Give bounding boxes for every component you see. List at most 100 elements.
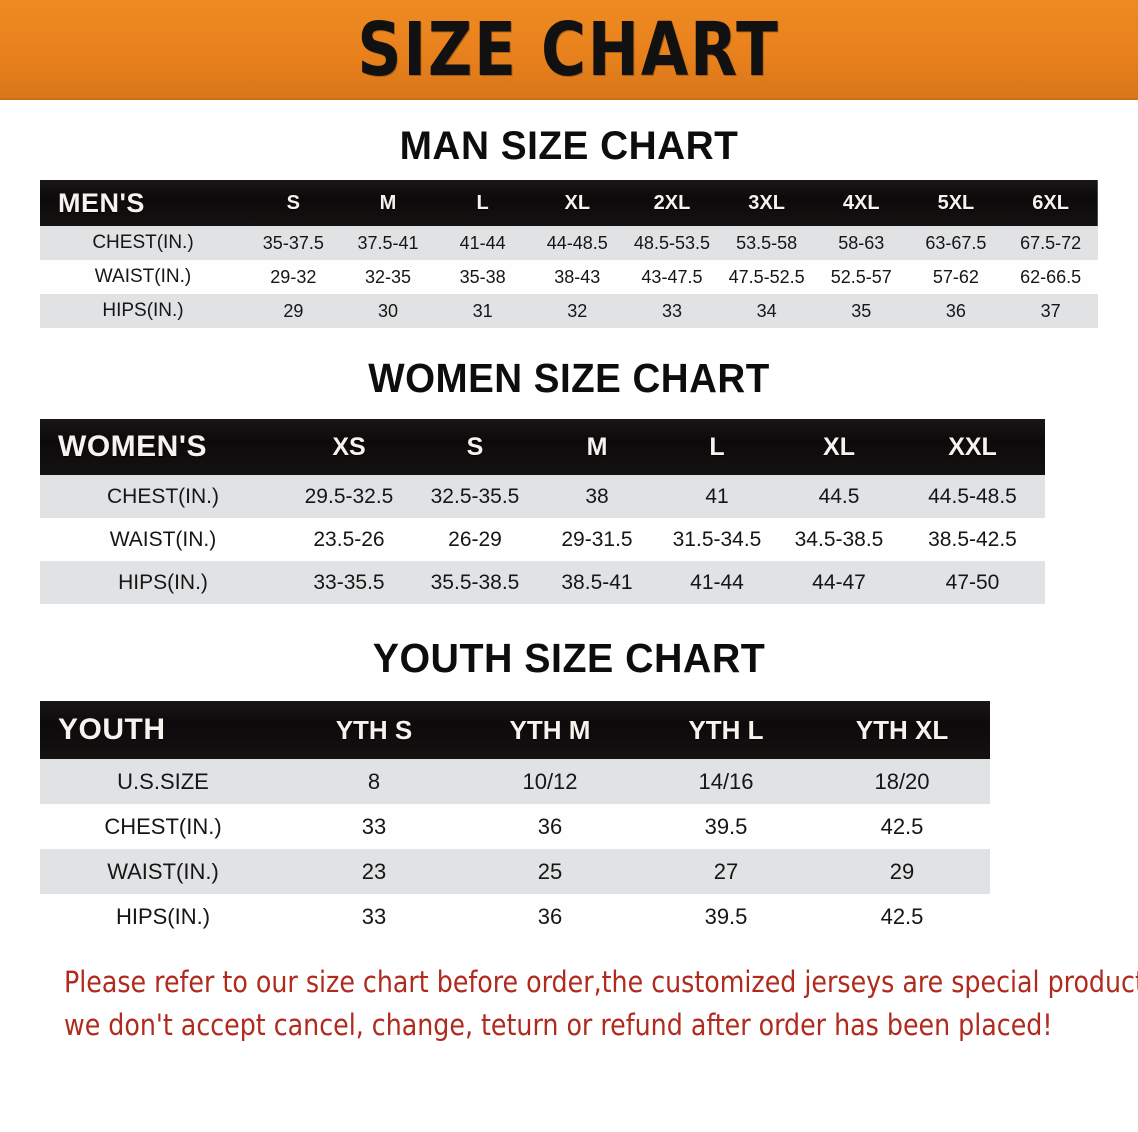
man-cell-2-6: 35 [813, 294, 909, 328]
man-cell-0-6: 58-63 [813, 226, 909, 260]
women-cell-2-0: 33-35.5 [286, 561, 412, 604]
women-header-filler [1045, 419, 1116, 475]
women-section-title: WOMEN SIZE CHART [368, 355, 770, 401]
youth-col-header-2: YTH L [688, 714, 764, 745]
youth-cell-0-2: 14/16 [638, 759, 814, 804]
youth-header-label: YOUTH [58, 713, 166, 746]
man-section-title: MAN SIZE CHART [399, 124, 739, 168]
youth-cell-1-3: 42.5 [814, 804, 990, 849]
youth-cell-3-0: 33 [286, 894, 462, 939]
man-cell-2-7: 36 [908, 294, 1004, 328]
man-cell-1-4: 43-47.5 [624, 260, 720, 294]
youth-row-label-0: U.S.SIZE [40, 759, 286, 804]
women-cell-1-0: 23.5-26 [286, 518, 412, 561]
women-header-label: WOMEN'S [58, 430, 207, 463]
man-cell-1-5: 47.5-52.5 [719, 260, 814, 294]
man-cell-1-2: 35-38 [435, 260, 530, 294]
man-col-header-8: 6XL [1032, 191, 1069, 214]
youth-table-head: YOUTH YTH S YTH M YTH L YTH XL [40, 701, 1116, 759]
man-cell-1-8: 62-66.5 [1003, 260, 1098, 294]
man-cell-0-5: 53.5-58 [719, 226, 814, 260]
youth-cell-0-1: 10/12 [462, 759, 638, 804]
man-cell-0-1: 37.5-41 [340, 226, 436, 260]
women-col-header-0: XS [332, 432, 366, 461]
youth-cell-2-1: 25 [462, 849, 638, 894]
women-cell-0-0: 29.5-32.5 [286, 475, 412, 518]
women-col-header-1: S [466, 432, 484, 461]
women-row-filler-2 [1045, 561, 1116, 604]
man-col-header-3: XL [564, 191, 591, 214]
women-cell-1-4: 34.5-38.5 [778, 518, 900, 561]
women-cell-1-2: 29-31.5 [538, 518, 656, 561]
women-cell-2-2: 38.5-41 [538, 561, 656, 604]
women-row-label-1: WAIST(IN.) [40, 518, 286, 561]
man-cell-0-0: 35-37.5 [246, 226, 341, 260]
youth-table-body: U.S.SIZE 8 10/12 14/16 18/20 CHEST(IN.) … [40, 759, 1116, 939]
table-row: CHEST(IN.) 35-37.5 37.5-41 41-44 44-48.5… [40, 226, 1098, 260]
women-row-filler-1 [1045, 518, 1116, 561]
youth-col-header-3: YTH XL [855, 714, 949, 745]
man-col-header-1: M [379, 191, 397, 214]
man-col-header-0: S [286, 191, 300, 214]
youth-row-filler-1 [990, 804, 1116, 849]
youth-row-label-2: WAIST(IN.) [40, 849, 286, 894]
disclaimer-line-1: Please refer to our size chart before or… [64, 965, 1138, 999]
man-cell-0-2: 41-44 [435, 226, 530, 260]
youth-cell-1-0: 33 [286, 804, 462, 849]
table-row: WAIST(IN.) 23.5-26 26-29 29-31.5 31.5-34… [40, 518, 1116, 561]
man-cell-0-3: 44-48.5 [529, 226, 625, 260]
man-col-header-2: L [476, 191, 489, 214]
table-row: WAIST(IN.) 29-32 32-35 35-38 38-43 43-47… [40, 260, 1098, 294]
man-cell-2-5: 34 [719, 294, 814, 328]
youth-col-header-1: YTH M [509, 714, 591, 745]
disclaimer-line-2: we don't accept cancel, change, teturn o… [64, 1008, 1053, 1042]
table-row: WAIST(IN.) 23 25 27 29 [40, 849, 1116, 894]
women-row-filler-0 [1045, 475, 1116, 518]
women-cell-0-5: 44.5-48.5 [900, 475, 1045, 518]
women-col-header-2: M [586, 432, 608, 461]
women-row-label-0: CHEST(IN.) [40, 475, 286, 518]
women-col-header-5: XXL [948, 432, 997, 461]
women-cell-2-4: 44-47 [778, 561, 900, 604]
women-table-body: CHEST(IN.) 29.5-32.5 32.5-35.5 38 41 44.… [40, 475, 1116, 604]
man-table-wrap: MEN'S S M L XL 2XL 3XL 4XL 5XL 6XL CHEST… [40, 180, 1098, 328]
youth-cell-0-0: 8 [286, 759, 462, 804]
women-cell-0-4: 44.5 [778, 475, 900, 518]
man-table-head: MEN'S S M L XL 2XL 3XL 4XL 5XL 6XL [40, 180, 1098, 226]
youth-row-filler-0 [990, 759, 1116, 804]
women-table-wrap: WOMEN'S XS S M L XL XXL CHEST(IN.) 29.5-… [40, 419, 1116, 604]
youth-cell-3-2: 39.5 [638, 894, 814, 939]
man-col-header-7: 5XL [937, 191, 975, 214]
youth-row-filler-3 [990, 894, 1116, 939]
man-row-label-2: HIPS(IN.) [40, 294, 246, 328]
youth-cell-3-1: 36 [462, 894, 638, 939]
youth-size-table: YOUTH YTH S YTH M YTH L YTH XL U.S.SIZE … [40, 701, 1116, 939]
man-cell-2-2: 31 [435, 294, 530, 328]
youth-cell-1-1: 36 [462, 804, 638, 849]
man-cell-2-0: 29 [246, 294, 341, 328]
table-row: CHEST(IN.) 33 36 39.5 42.5 [40, 804, 1116, 849]
youth-header-filler [990, 701, 1116, 759]
youth-col-header-0: YTH S [335, 714, 413, 745]
man-row-label-1: WAIST(IN.) [40, 260, 246, 294]
man-cell-2-3: 32 [529, 294, 625, 328]
table-row: U.S.SIZE 8 10/12 14/16 18/20 [40, 759, 1116, 804]
page-banner: SIZE CHART [0, 0, 1138, 100]
table-row: CHEST(IN.) 29.5-32.5 32.5-35.5 38 41 44.… [40, 475, 1116, 518]
man-header-row: MEN'S S M L XL 2XL 3XL 4XL 5XL 6XL [40, 180, 1098, 226]
man-cell-0-4: 48.5-53.5 [624, 226, 720, 260]
man-cell-0-8: 67.5-72 [1003, 226, 1098, 260]
youth-cell-2-0: 23 [286, 849, 462, 894]
man-cell-2-4: 33 [624, 294, 720, 328]
women-cell-0-1: 32.5-35.5 [412, 475, 538, 518]
youth-cell-3-3: 42.5 [814, 894, 990, 939]
youth-cell-2-3: 29 [814, 849, 990, 894]
women-row-label-2: HIPS(IN.) [40, 561, 286, 604]
table-row: HIPS(IN.) 33-35.5 35.5-38.5 38.5-41 41-4… [40, 561, 1116, 604]
women-cell-1-5: 38.5-42.5 [900, 518, 1045, 561]
youth-header-row: YOUTH YTH S YTH M YTH L YTH XL [40, 701, 1116, 759]
man-col-header-4: 2XL [653, 191, 691, 214]
man-header-label: MEN'S [58, 187, 145, 218]
women-cell-0-3: 41 [656, 475, 778, 518]
man-cell-1-1: 32-35 [340, 260, 436, 294]
